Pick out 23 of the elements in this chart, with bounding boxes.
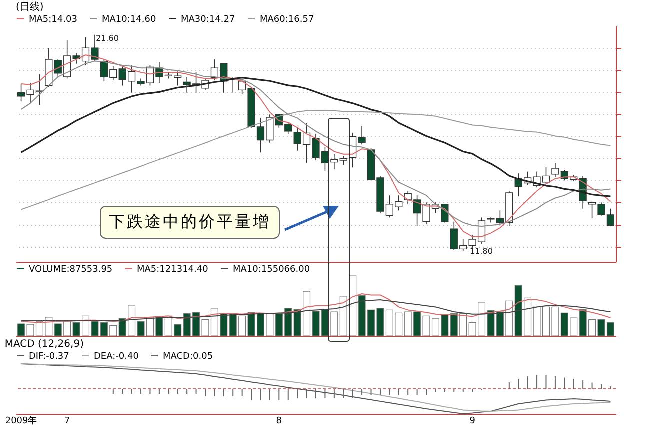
legend-label: MA5:14.03 — [29, 14, 78, 25]
legend-label: MA60:16.57 — [260, 14, 314, 25]
x-tick-label: 2009年 — [5, 416, 38, 425]
annotation: 11.80 — [470, 247, 493, 256]
chart-title: MACD (12,26,9) — [4, 339, 84, 350]
candlestick — [340, 156, 348, 166]
chart-title: (日线) — [16, 1, 44, 13]
legend-label: DEA:-0.40 — [94, 352, 140, 362]
x-tick-label: 7 — [64, 416, 70, 425]
legend-label: MA10:155066.00 — [233, 264, 310, 275]
bar — [340, 296, 348, 336]
legend-label: VOLUME:87553.95 — [29, 264, 113, 275]
legend-label: DIF:-0.37 — [29, 352, 70, 362]
annotation: 21.60 — [96, 34, 119, 43]
candlestick — [330, 154, 338, 170]
legend-label: MA5:121314.40 — [137, 264, 209, 275]
x-tick-label: 9 — [470, 416, 476, 425]
legend-label: MA10:14.60 — [102, 14, 156, 25]
annotation: 下跌途中的价平量增 — [100, 206, 280, 239]
bar — [330, 312, 338, 336]
legend-label: MACD:0.05 — [163, 352, 214, 362]
legend-label: MA30:14.27 — [181, 14, 236, 25]
x-tick-label: 8 — [276, 416, 282, 425]
